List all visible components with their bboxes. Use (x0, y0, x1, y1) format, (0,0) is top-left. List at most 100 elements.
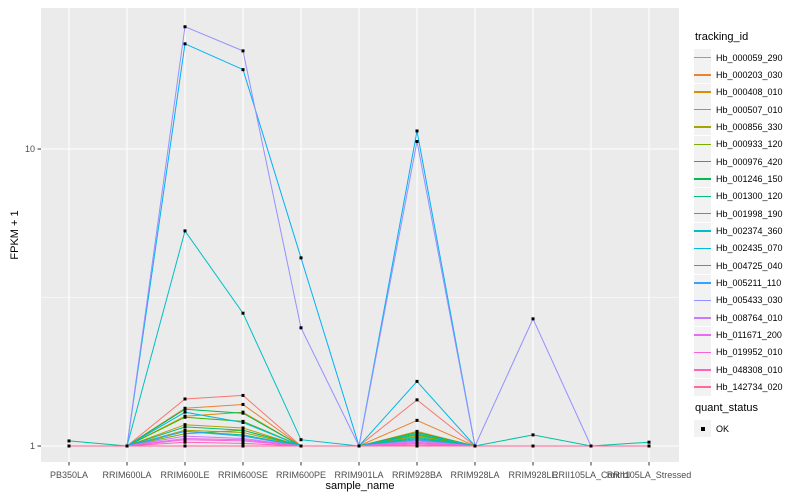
x-tick-label: RRIM600LE (160, 470, 209, 480)
data-point (647, 440, 651, 444)
legend-item-quant-ok: OK (694, 420, 729, 437)
legend-key-swatch (694, 343, 711, 361)
legend-key-swatch (694, 66, 711, 84)
legend-item-label: Hb_011671_200 (716, 330, 782, 341)
legend-key-line-icon (694, 143, 711, 145)
data-point (473, 444, 477, 448)
data-point (299, 256, 303, 260)
legend-key-line-icon (694, 126, 711, 128)
legend-item-Hb_005211_110: Hb_005211_110 (694, 274, 782, 292)
legend-item-Hb_002374_360: Hb_002374_360 (694, 222, 783, 240)
legend-key-line-icon (694, 212, 711, 215)
legend-item-label: Hb_001998_190 (716, 208, 783, 219)
data-point (241, 426, 245, 430)
data-point (415, 432, 419, 436)
legend-key-swatch (694, 170, 711, 188)
data-point (241, 411, 245, 415)
data-point (183, 42, 187, 46)
data-point (415, 398, 419, 402)
legend-key-swatch (694, 101, 711, 119)
x-axis-title: sample_name (325, 480, 395, 492)
data-point (183, 397, 187, 401)
x-tick-label: RRIM928LE (508, 470, 557, 480)
legend-key-line-icon (694, 386, 711, 388)
data-point (67, 439, 71, 443)
legend-key-swatch (694, 239, 711, 257)
data-point (415, 444, 419, 448)
legend-item-Hb_011671_200: Hb_011671_200 (694, 326, 782, 344)
x-tick-label: RRIM928LA (450, 470, 499, 480)
legend-item-Hb_000976_420: Hb_000976_420 (694, 153, 783, 171)
legend-item-label: Hb_000933_120 (716, 139, 783, 150)
legend-item-Hb_005433_030: Hb_005433_030 (694, 291, 783, 309)
data-point (241, 68, 245, 72)
legend-item-label: Hb_004725_040 (716, 260, 783, 271)
legend-key-swatch (694, 153, 711, 171)
legend-item-Hb_048308_010: Hb_048308_010 (694, 361, 783, 379)
data-point (183, 415, 187, 419)
legend-key-line-icon (694, 334, 711, 336)
legend-key-line-icon (694, 230, 711, 232)
legend-key-line-icon (694, 299, 711, 302)
x-tick-label: RRIM901LA (334, 470, 383, 480)
legend-item-label: Hb_001246_150 (716, 173, 783, 184)
legend-item-label: Hb_000059_290 (716, 52, 783, 63)
panel-background (41, 8, 679, 462)
legend-item-label: Hb_000856_330 (716, 121, 783, 132)
data-point (647, 444, 651, 448)
legend-key-swatch (694, 83, 711, 101)
data-point (357, 444, 361, 448)
legend-key-swatch (694, 291, 711, 309)
legend-key-swatch (694, 205, 711, 223)
data-point (415, 379, 419, 383)
data-point (125, 444, 129, 448)
data-point (183, 410, 187, 414)
legend-item-label: Hb_002374_360 (716, 226, 783, 236)
data-point (183, 440, 187, 444)
data-point (183, 425, 187, 429)
data-point (299, 438, 303, 442)
data-point (589, 444, 593, 448)
y-tick-label: 1 (30, 441, 35, 451)
legend-item-label: Hb_019952_010 (716, 347, 783, 358)
legend-key-line-icon (694, 264, 711, 267)
data-point (531, 444, 535, 448)
data-point (299, 326, 303, 330)
legend-key-swatch (694, 361, 711, 379)
x-tick-label: RRIM600SE (218, 470, 268, 480)
legend-key-line-icon (694, 91, 711, 93)
legend-item-label: Hb_000408_010 (716, 87, 783, 98)
data-point (241, 431, 245, 435)
legend: tracking_id Hb_000059_290 Hb_000203_030 Hb… (688, 0, 800, 500)
legend-key-line-icon (694, 195, 711, 198)
legend-item-Hb_001998_190: Hb_001998_190 (694, 205, 783, 223)
data-point (67, 444, 71, 448)
legend-title-tracking-id: tracking_id (695, 31, 749, 43)
legend-item-Hb_004725_040: Hb_004725_040 (694, 257, 783, 275)
x-tick-label: RRIM600LA (102, 470, 151, 480)
data-point (183, 444, 187, 448)
data-point (241, 393, 245, 397)
legend-item-Hb_001246_150: Hb_001246_150 (694, 170, 783, 188)
data-point (183, 25, 187, 29)
data-point (183, 423, 187, 427)
data-point (241, 402, 245, 406)
legend-key-line-icon (694, 160, 711, 163)
legend-key-swatch (694, 118, 711, 136)
data-point (241, 428, 245, 432)
legend-key-swatch (694, 135, 711, 153)
data-point (183, 429, 187, 433)
x-tick-label: PB350LA (50, 470, 88, 480)
legend-item-Hb_019952_010: Hb_019952_010 (694, 343, 783, 361)
data-point (531, 433, 535, 437)
legend-item-label: Hb_002435_070 (716, 243, 783, 254)
data-point (531, 317, 535, 321)
legend-key-line-icon (694, 369, 711, 371)
legend-item-label: Hb_005211_110 (716, 278, 782, 289)
legend-item-Hb_142734_020: Hb_142734_020 (694, 378, 783, 396)
legend-key-swatch (694, 274, 711, 292)
legend-key-swatch (694, 49, 711, 66)
legend-key-swatch (694, 222, 711, 240)
legend-item-label: Hb_001300_120 (716, 191, 783, 202)
